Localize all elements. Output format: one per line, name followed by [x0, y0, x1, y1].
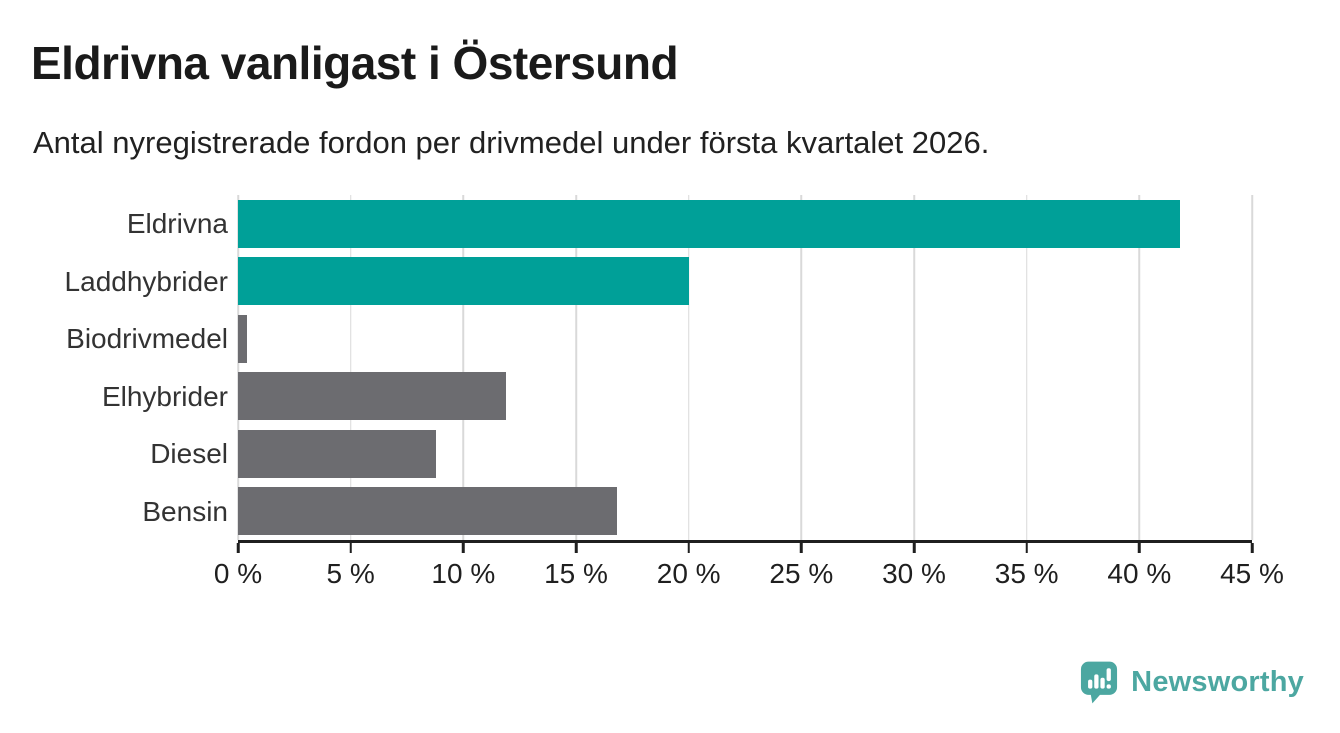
brand-name: Newsworthy [1131, 666, 1304, 698]
gridline [575, 195, 577, 540]
gridline [237, 195, 239, 540]
bar-row: Bensin [142, 483, 1252, 541]
x-axis: 0 % 5 % 10 % 15 % 20 % 25 % 30 % 35 % 40 % 45 % [214, 540, 1284, 600]
bar-row: Laddhybrider [65, 253, 1252, 311]
bar-eldrivna [238, 199, 1180, 248]
x-axis-tick [800, 543, 803, 553]
x-axis-tick-label: 30 % [882, 558, 946, 589]
bar-row: Biodrivmedel [66, 310, 1252, 368]
gridline [800, 195, 803, 540]
x-axis-tick [687, 543, 690, 553]
newsworthy-logo-icon [1081, 661, 1118, 704]
exclamation-dot [1106, 684, 1112, 689]
chart-bar-1 [1088, 679, 1093, 689]
bar-row: Elhybrider [102, 368, 1252, 426]
exclamation-stem [1106, 668, 1112, 682]
bar-laddhybrider [238, 257, 689, 306]
x-axis-tick-label: 15 % [544, 558, 608, 589]
x-axis-tick-label: 35 % [994, 558, 1059, 589]
gridline [913, 195, 915, 540]
gridlines [237, 195, 1253, 540]
chart-subtitle: Antal nyregistrerade fordon per drivmede… [33, 125, 990, 160]
gridline [1025, 195, 1028, 540]
bar-diesel [238, 429, 437, 478]
bar-row: Eldrivna [127, 195, 1252, 253]
footer: Newsworthy [1080, 660, 1304, 705]
x-axis-tick [574, 543, 578, 553]
x-axis-tick-label: 40 % [1107, 558, 1172, 589]
x-axis-tick [1025, 543, 1028, 553]
chart-bar-2 [1094, 674, 1099, 689]
newsworthy-logo[interactable]: Newsworthy [1080, 660, 1304, 705]
x-axis-tick-label: 20 % [656, 558, 721, 589]
category-label: Elhybrider [101, 380, 228, 412]
category-label: Biodrivmedel [66, 323, 228, 354]
category-label: Diesel [150, 438, 228, 469]
x-axis-tick-label: 0 % [213, 558, 263, 589]
x-axis-tick [236, 543, 240, 553]
bar-rows: Eldrivna Laddhybrider Biodrivmedel Elhybrid… [65, 195, 1252, 541]
category-label: Bensin [142, 495, 228, 527]
x-axis-tick-label: 25 % [769, 558, 834, 589]
bar-bensin [238, 487, 617, 536]
x-axis-tick [1250, 543, 1254, 553]
bar-elhybrider [238, 372, 507, 421]
chart-bar-3 [1100, 677, 1105, 689]
x-axis-tick [349, 543, 352, 553]
bar-biodrivmedel [238, 314, 247, 363]
x-axis-tick [1138, 543, 1141, 553]
speech-bubble-shape [1081, 661, 1118, 704]
category-label: Eldrivna [126, 208, 228, 239]
x-axis-tick-label: 5 % [326, 558, 375, 589]
gridline [687, 195, 690, 540]
gridline [462, 195, 465, 540]
plot-area: Eldrivna Laddhybrider Biodrivmedel Elhybrid… [65, 195, 1253, 541]
gridline [1138, 195, 1141, 540]
bar-row: Diesel [150, 425, 1252, 483]
category-label: Laddhybrider [64, 265, 228, 297]
x-axis-tick-label: 10 % [431, 558, 496, 589]
chart-title: Eldrivna vanligast i Östersund [31, 37, 679, 89]
gridline [1251, 195, 1253, 540]
x-axis-tick [912, 543, 916, 553]
x-axis-tick-label: 45 % [1220, 558, 1284, 589]
x-axis-tick [462, 543, 465, 553]
gridline [349, 195, 352, 540]
